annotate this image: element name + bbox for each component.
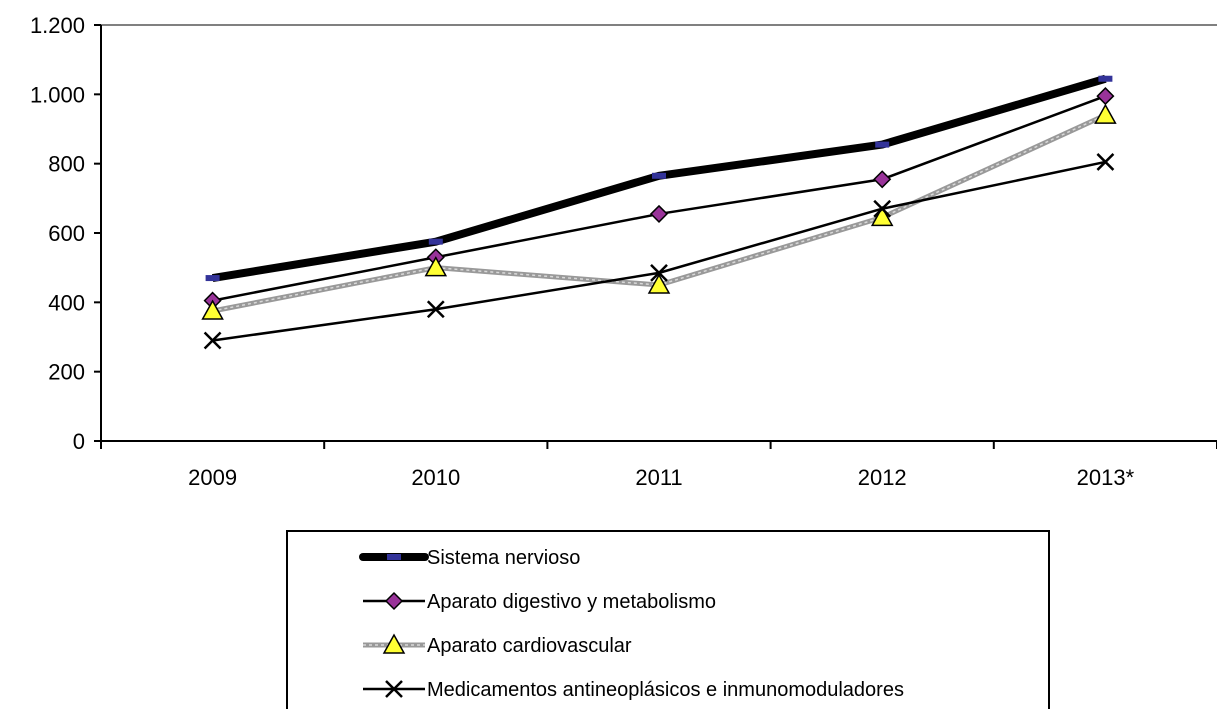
data-point (205, 275, 220, 282)
legend-label: Aparato digestivo y metabolismo (427, 591, 716, 613)
x-tick-label: 2011 (635, 465, 682, 490)
x-axis-ticks: 2009 2010 2011 2012 2013* (100, 441, 1217, 490)
series-1 (203, 87, 1115, 310)
y-tick-label: 600 (48, 221, 85, 246)
legend-item: Sistema nervioso (359, 547, 580, 569)
series-2 (201, 103, 1117, 320)
legend-marker (382, 633, 406, 654)
y-tick-label: 200 (48, 360, 85, 385)
legend-item: Medicamentos antineoplásicos e inmunomod… (363, 679, 904, 701)
legend-marker (387, 554, 401, 560)
data-point (873, 170, 892, 189)
legend-item: Aparato digestivo y metabolismo (363, 591, 716, 613)
data-point (201, 299, 224, 320)
legend-label: Medicamentos antineoplásicos e inmunomod… (427, 679, 904, 701)
series-line (212, 94, 1106, 302)
data-point (428, 238, 443, 245)
series-0 (205, 74, 1113, 283)
data-point (426, 300, 445, 319)
y-axis-ticks: 0 200 400 600 800 1.000 1.200 (30, 13, 101, 454)
data-point (873, 199, 892, 218)
series-3 (203, 153, 1115, 350)
data-point (875, 141, 890, 148)
y-tick-label: 1.000 (30, 82, 85, 107)
x-tick-label: 2012 (858, 465, 907, 490)
plot-area (100, 24, 1217, 442)
data-point (870, 205, 894, 227)
legend-item: Aparato cardiovascular (363, 633, 632, 657)
data-point (1096, 153, 1115, 171)
x-tick-label: 2009 (188, 465, 237, 490)
y-tick-label: 800 (48, 152, 85, 177)
data-point (424, 256, 448, 277)
series-group (201, 74, 1117, 350)
legend-label: Sistema nervioso (427, 547, 580, 569)
legend-marker (385, 680, 403, 698)
x-tick-label: 2013* (1077, 465, 1135, 490)
y-tick-label: 0 (73, 429, 85, 454)
data-point (1094, 103, 1117, 124)
legend-marker (384, 591, 404, 611)
data-point (647, 273, 671, 294)
y-tick-label: 1.200 (30, 13, 85, 38)
data-point (1098, 75, 1113, 82)
data-point (1096, 87, 1115, 106)
legend-label: Aparato cardiovascular (427, 635, 632, 657)
series-line (212, 160, 1106, 342)
data-point (203, 331, 222, 350)
x-tick-label: 2010 (411, 465, 460, 490)
legend-items: Sistema nervioso Aparato digestivo y meta… (359, 547, 904, 701)
data-point (652, 172, 666, 179)
y-tick-label: 400 (48, 290, 85, 315)
data-point (650, 263, 668, 282)
data-point (649, 204, 669, 223)
legend: Sistema nervioso Aparato digestivo y meta… (286, 530, 1050, 709)
